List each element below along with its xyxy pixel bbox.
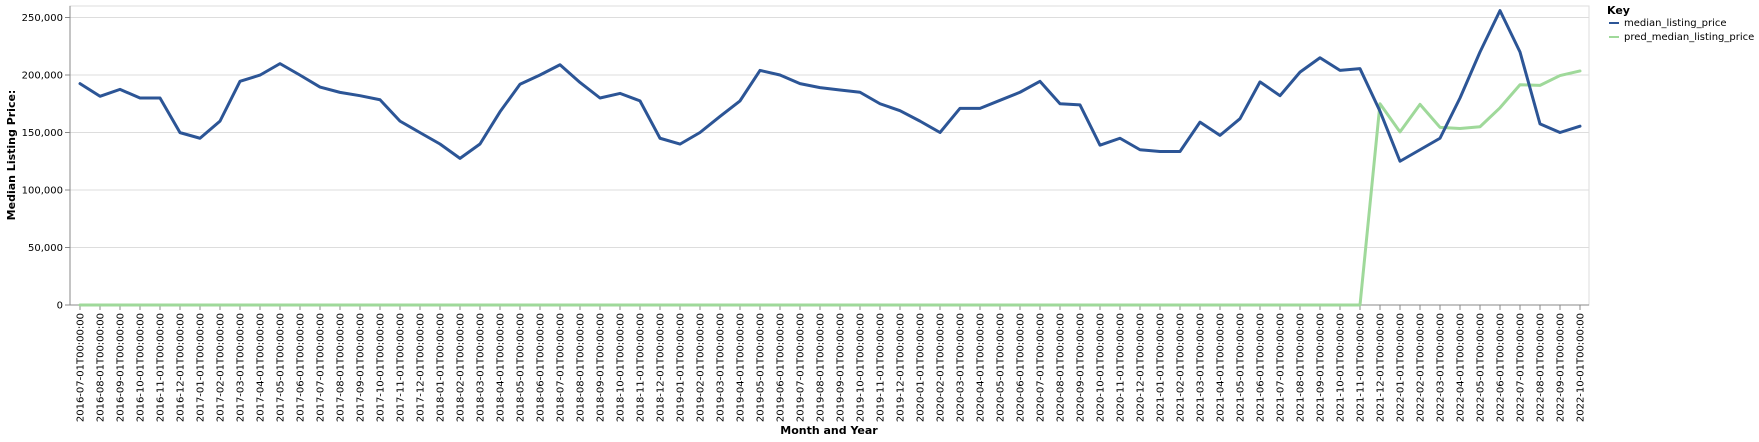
x-tick-label: 2020-08-01T00:00:00: [1056, 313, 1067, 422]
x-tick-label: 2020-12-01T00:00:00: [1136, 313, 1147, 422]
y-tick-label: 150,000: [22, 128, 63, 139]
y-axis: 0 50,000 100,000 150,000 200,000 250,000: [22, 6, 71, 312]
x-tick-label: 2022-06-01T00:00:00: [1496, 313, 1507, 422]
x-tick-label: 2020-11-01T00:00:00: [1116, 313, 1127, 422]
x-tick-label: 2017-11-01T00:00:00: [396, 313, 407, 422]
x-tick-label: 2022-04-01T00:00:00: [1456, 313, 1467, 422]
x-tick-label: 2019-06-01T00:00:00: [776, 313, 787, 422]
x-tick-label: 2018-06-01T00:00:00: [536, 313, 547, 422]
x-tick-label: 2017-07-01T00:00:00: [316, 313, 327, 422]
y-axis-title: Median Listing Price:: [5, 90, 18, 221]
x-tick-label: 2018-11-01T00:00:00: [636, 313, 647, 422]
x-tick-label: 2018-03-01T00:00:00: [476, 313, 487, 422]
x-tick-label: 2019-11-01T00:00:00: [876, 313, 887, 422]
legend: Key median_listing_price pred_median_list…: [1607, 4, 1754, 43]
gridlines: [70, 17, 1589, 248]
x-tick-label: 2020-10-01T00:00:00: [1096, 313, 1107, 422]
x-tick-label: 2019-03-01T00:00:00: [716, 313, 727, 422]
x-tick-label: 2022-08-01T00:00:00: [1536, 313, 1547, 422]
x-tick-label: 2021-08-01T00:00:00: [1296, 313, 1307, 422]
legend-label: pred_median_listing_price: [1624, 32, 1754, 43]
x-tick-label: 2022-01-01T00:00:00: [1396, 313, 1407, 422]
x-tick-label: 2021-01-01T00:00:00: [1156, 313, 1167, 422]
x-tick-label: 2019-04-01T00:00:00: [736, 313, 747, 422]
x-tick-label: 2018-04-01T00:00:00: [496, 313, 507, 422]
x-tick-label: 2018-10-01T00:00:00: [616, 313, 627, 422]
x-tick-label: 2021-09-01T00:00:00: [1316, 313, 1327, 422]
x-axis: 2016-07-01T00:00:00 2016-08-01T00:00:00 20…: [70, 304, 1589, 422]
x-tick-label: 2021-04-01T00:00:00: [1216, 313, 1227, 422]
series-lines: [78, 9, 1582, 307]
x-tick-label: 2021-07-01T00:00:00: [1276, 313, 1287, 422]
series-line-pred-median-listing-price: [78, 69, 1582, 307]
x-tick-label: 2018-01-01T00:00:00: [436, 313, 447, 422]
plot-frame: [69, 5, 1590, 306]
x-tick-label: 2018-08-01T00:00:00: [576, 313, 587, 422]
x-tick-label: 2019-12-01T00:00:00: [896, 313, 907, 422]
x-tick-label: 2020-07-01T00:00:00: [1036, 313, 1047, 422]
x-tick-label: 2018-02-01T00:00:00: [456, 313, 467, 422]
x-tick-label: 2020-09-01T00:00:00: [1076, 313, 1087, 422]
x-tick-label: 2017-10-01T00:00:00: [376, 313, 387, 422]
y-tick-label: 100,000: [22, 186, 63, 197]
x-tick-label: 2020-03-01T00:00:00: [956, 313, 967, 422]
x-tick-label: 2017-08-01T00:00:00: [336, 313, 347, 422]
y-tick-label: 0: [57, 301, 63, 312]
x-tick-label: 2019-02-01T00:00:00: [696, 313, 707, 422]
x-tick-label: 2016-07-01T00:00:00: [76, 313, 87, 422]
x-tick-label: 2021-12-01T00:00:00: [1376, 313, 1387, 422]
x-tick-label: 2017-06-01T00:00:00: [296, 313, 307, 422]
x-tick-label: 2020-02-01T00:00:00: [936, 313, 947, 422]
series-line-median-listing-price: [78, 9, 1582, 163]
x-tick-label: 2022-05-01T00:00:00: [1476, 313, 1487, 422]
x-tick-label: 2021-05-01T00:00:00: [1236, 313, 1247, 422]
x-tick-label: 2018-05-01T00:00:00: [516, 313, 527, 422]
x-tick-label: 2016-11-01T00:00:00: [156, 313, 167, 422]
x-tick-label: 2020-04-01T00:00:00: [976, 313, 987, 422]
x-tick-label: 2017-05-01T00:00:00: [276, 313, 287, 422]
x-tick-label: 2016-12-01T00:00:00: [176, 313, 187, 422]
x-tick-label: 2021-10-01T00:00:00: [1336, 313, 1347, 422]
x-tick-label: 2019-10-01T00:00:00: [856, 313, 867, 422]
x-tick-label: 2018-12-01T00:00:00: [656, 313, 667, 422]
x-tick-label: 2022-07-01T00:00:00: [1516, 313, 1527, 422]
x-tick-label: 2022-02-01T00:00:00: [1416, 313, 1427, 422]
x-tick-label: 2019-01-01T00:00:00: [676, 313, 687, 422]
x-axis-title: Month and Year: [780, 424, 878, 437]
x-tick-label: 2021-02-01T00:00:00: [1176, 313, 1187, 422]
x-tick-label: 2018-07-01T00:00:00: [556, 313, 567, 422]
y-tick-label: 200,000: [22, 71, 63, 82]
x-tick-label: 2017-04-01T00:00:00: [256, 313, 267, 422]
x-tick-label: 2021-06-01T00:00:00: [1256, 313, 1267, 422]
x-tick-label: 2021-11-01T00:00:00: [1356, 313, 1367, 422]
x-tick-label: 2019-09-01T00:00:00: [836, 313, 847, 422]
y-tick-label: 50,000: [28, 243, 63, 254]
x-tick-label: 2017-03-01T00:00:00: [236, 313, 247, 422]
x-tick-label: 2022-03-01T00:00:00: [1436, 313, 1447, 422]
x-tick-label: 2018-09-01T00:00:00: [596, 313, 607, 422]
x-tick-label: 2019-05-01T00:00:00: [756, 313, 767, 422]
x-tick-label: 2022-10-01T00:00:00: [1576, 313, 1587, 422]
x-tick-label: 2019-08-01T00:00:00: [816, 313, 827, 422]
x-tick-label: 2017-01-01T00:00:00: [196, 313, 207, 422]
x-tick-label: 2016-08-01T00:00:00: [96, 313, 107, 422]
x-tick-label: 2020-06-01T00:00:00: [1016, 313, 1027, 422]
y-tick-label: 250,000: [22, 13, 63, 24]
x-tick-label: 2017-12-01T00:00:00: [416, 313, 427, 422]
x-tick-label: 2021-03-01T00:00:00: [1196, 313, 1207, 422]
x-tick-label: 2022-09-01T00:00:00: [1556, 313, 1567, 422]
x-tick-label: 2017-09-01T00:00:00: [356, 313, 367, 422]
x-tick-label: 2016-09-01T00:00:00: [116, 313, 127, 422]
x-tick-label: 2020-01-01T00:00:00: [916, 313, 927, 422]
legend-label: median_listing_price: [1624, 18, 1727, 29]
legend-title: Key: [1607, 4, 1630, 17]
x-tick-label: 2017-02-01T00:00:00: [216, 313, 227, 422]
x-tick-label: 2020-05-01T00:00:00: [996, 313, 1007, 422]
x-tick-label: 2019-07-01T00:00:00: [796, 313, 807, 422]
x-tick-label: 2016-10-01T00:00:00: [136, 313, 147, 422]
